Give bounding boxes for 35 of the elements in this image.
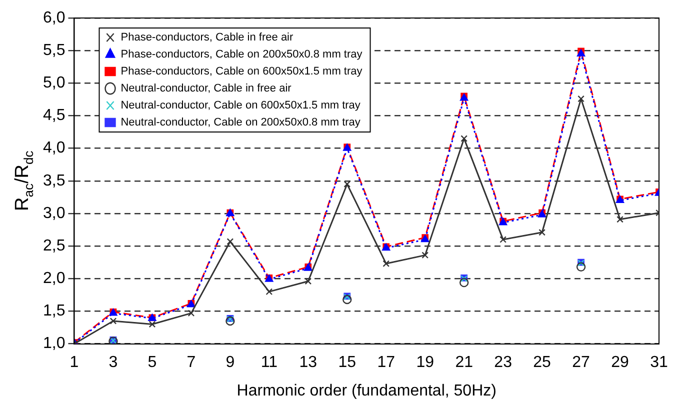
x-tick-label: 27 [572, 354, 590, 371]
x-tick-label: 9 [226, 354, 235, 371]
x-tick-label: 13 [299, 354, 318, 371]
x-axis-title: Harmonic order (fundamental, 50Hz) [236, 382, 496, 400]
y-tick-label: 6,0 [42, 9, 66, 26]
y-tick-label: 3,0 [42, 204, 66, 222]
x-tick-label: 17 [377, 354, 396, 371]
x-tick-label: 11 [260, 354, 278, 371]
legend-label: Neutral-conductor, Cable on 600x50x1.5 mm tray [120, 100, 361, 112]
y-tick-label: 3,5 [42, 172, 66, 190]
x-tick-label: 1 [70, 354, 79, 371]
x-tick-label: 25 [533, 354, 552, 371]
y-tick-label: 4,0 [42, 140, 66, 157]
x-tick-label: 5 [148, 354, 157, 371]
legend-label: Neutral-conductor, Cable in free air [120, 82, 292, 95]
x-tick-label: 3 [108, 354, 118, 371]
x-tick-label: 23 [494, 354, 512, 371]
x-tick-label: 19 [416, 354, 434, 371]
legend-label: Phase-conductors, Cable on 600x50x1.5 mm tray [120, 66, 363, 78]
x-tick-label: 31 [650, 354, 668, 371]
legend-label: Neutral-conductor, Cable on 200x50x0.8 mm tray [120, 116, 361, 129]
x-tick-label: 21 [455, 354, 474, 371]
y-axis-title: Rac/Rdc [12, 150, 36, 211]
y-tick-label: 5,0 [42, 74, 66, 92]
y-tick-label: 2,5 [42, 237, 66, 254]
y-tick-label: 1,5 [42, 302, 66, 320]
y-tick-label: 1,0 [42, 335, 66, 352]
legend-label: Phase-conductors, Cable on 200x50x0.8 mm tray [120, 48, 363, 61]
legend-label: Phase-conductors, Cable in free air [120, 32, 294, 44]
x-tick-label: 29 [611, 354, 630, 371]
x-tick-label: 15 [338, 354, 356, 371]
x-tick-label: 7 [186, 354, 196, 371]
y-tick-label: 2,0 [42, 270, 66, 288]
y-tick-label: 4,5 [42, 107, 66, 124]
y-tick-label: 5,5 [42, 42, 66, 59]
